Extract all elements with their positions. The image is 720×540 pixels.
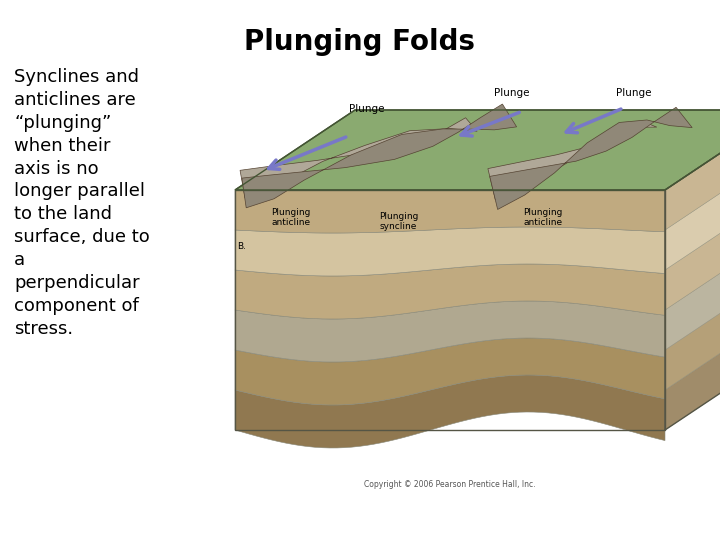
Polygon shape: [665, 230, 720, 350]
Polygon shape: [235, 301, 665, 362]
Polygon shape: [490, 107, 692, 210]
Polygon shape: [242, 104, 517, 208]
Text: Synclines and
anticlines are
“plunging”
when their
axis is no
longer parallel
to: Synclines and anticlines are “plunging” …: [14, 68, 150, 338]
Text: Plunging
anticline: Plunging anticline: [523, 208, 563, 227]
Text: B.: B.: [237, 242, 246, 251]
Text: Plunging Folds: Plunging Folds: [245, 28, 475, 56]
Polygon shape: [235, 227, 665, 276]
Text: Plunging
syncline: Plunging syncline: [379, 212, 418, 232]
Polygon shape: [665, 110, 720, 230]
Text: Plunge: Plunge: [495, 87, 530, 98]
Polygon shape: [235, 375, 665, 448]
Text: Copyright © 2006 Pearson Prentice Hall, Inc.: Copyright © 2006 Pearson Prentice Hall, …: [364, 480, 536, 489]
Text: Plunge: Plunge: [349, 104, 385, 113]
Polygon shape: [488, 122, 657, 200]
Polygon shape: [665, 150, 720, 270]
Text: Plunging
anticline: Plunging anticline: [271, 208, 311, 227]
Polygon shape: [235, 190, 665, 233]
Polygon shape: [665, 310, 720, 430]
Polygon shape: [235, 110, 720, 190]
Text: Plunge: Plunge: [616, 88, 652, 98]
Polygon shape: [235, 338, 665, 405]
Polygon shape: [665, 190, 720, 310]
Polygon shape: [235, 264, 665, 319]
Polygon shape: [240, 118, 477, 198]
Polygon shape: [665, 270, 720, 390]
